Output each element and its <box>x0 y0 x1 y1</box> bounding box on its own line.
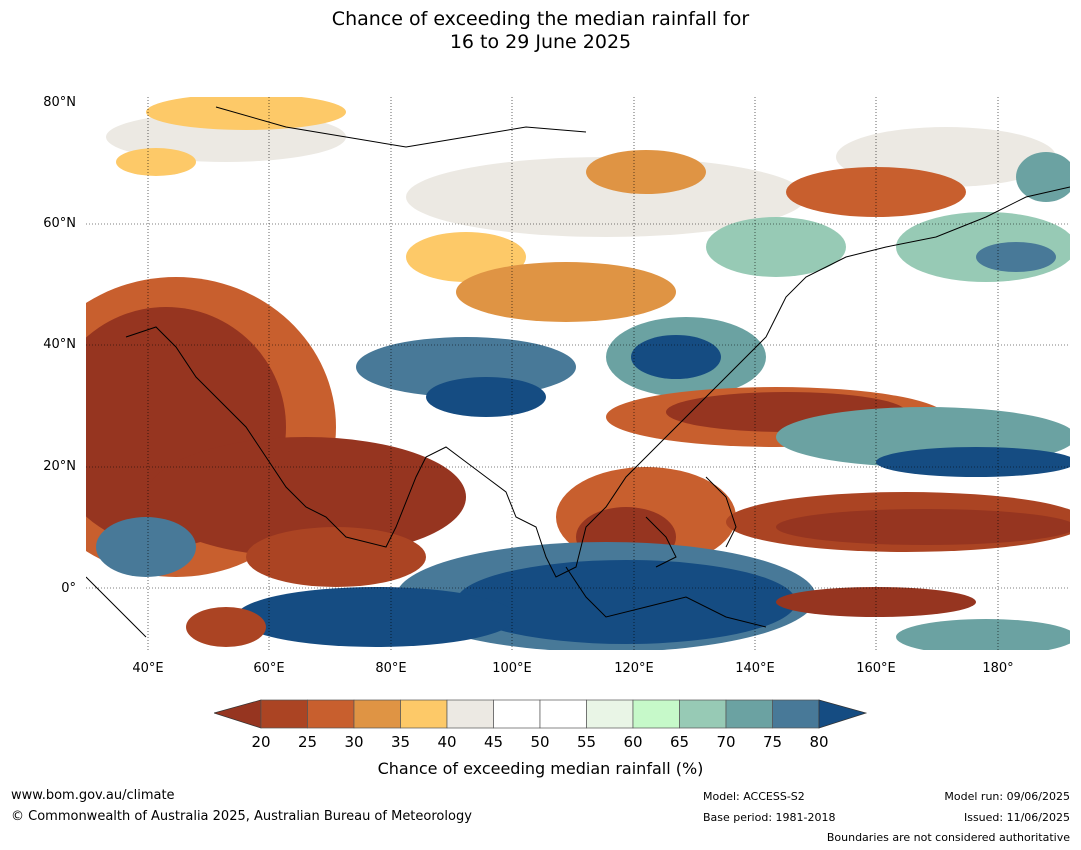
title-line-1: Chance of exceeding the median rainfall … <box>331 8 750 30</box>
colorbar-tick-label: 25 <box>297 733 318 751</box>
colorbar-tick-label: 65 <box>669 733 690 751</box>
colorbar <box>214 699 868 729</box>
colorbar-over-arrow <box>818 699 868 729</box>
colorbar-label: Chance of exceeding median rainfall (%) <box>377 759 704 778</box>
footer-disclaimer: Boundaries are not considered authoritat… <box>826 831 1070 844</box>
lon-label-140e: 140°E <box>735 661 775 676</box>
footer-base-period: Base period: 1981-2018 <box>703 811 836 824</box>
colorbar-tick-label: 55 <box>576 733 597 751</box>
lat-label-equator: 0° <box>61 581 76 596</box>
lat-label-40n: 40°N <box>43 337 76 352</box>
colorbar-tick-label: 35 <box>390 733 411 751</box>
footer-url: www.bom.gov.au/climate <box>11 788 175 803</box>
footer-issued: Issued: 11/06/2025 <box>963 811 1070 824</box>
rainfall-map-svg <box>86 97 1070 650</box>
lat-label-60n: 60°N <box>43 216 76 231</box>
colorbar-tick-label: 70 <box>716 733 736 751</box>
title-line-2: 16 to 29 June 2025 <box>449 31 632 53</box>
lon-label-160e: 160°E <box>856 661 896 676</box>
lon-label-100e: 100°E <box>492 661 532 676</box>
colorbar-segment <box>679 699 727 729</box>
lon-label-120e: 120°E <box>614 661 654 676</box>
lon-label-40e: 40°E <box>132 661 164 676</box>
colorbar-tick-label: 60 <box>623 733 643 751</box>
colorbar-tick-label: 45 <box>483 733 504 751</box>
lon-label-80e: 80°E <box>375 661 407 676</box>
colorbar-under-arrow <box>214 699 262 729</box>
lon-label-180: 180° <box>982 661 1014 676</box>
map-title: Chance of exceeding the median rainfall … <box>0 8 1081 54</box>
rainfall-map <box>86 97 1070 650</box>
footer-copyright: © Commonwealth of Australia 2025, Austra… <box>11 809 472 824</box>
colorbar-segment <box>586 699 634 729</box>
footer-model-run: Model run: 09/06/2025 <box>944 790 1070 803</box>
lat-label-20n: 20°N <box>43 459 76 474</box>
colorbar-segment <box>725 699 773 729</box>
colorbar-tick-label: 80 <box>809 733 829 751</box>
colorbar-segment <box>307 699 355 729</box>
footer-model: Model: ACCESS-S2 <box>703 790 805 803</box>
colorbar-segment <box>493 699 541 729</box>
colorbar-segment <box>446 699 494 729</box>
colorbar-segment <box>772 699 820 729</box>
colorbar-segment <box>632 699 680 729</box>
colorbar-segment <box>353 699 401 729</box>
colorbar-tick-label: 40 <box>437 733 457 751</box>
lon-label-60e: 60°E <box>253 661 285 676</box>
colorbar-tick-label: 30 <box>344 733 364 751</box>
colorbar-segment <box>260 699 308 729</box>
colorbar-tick-label: 20 <box>251 733 271 751</box>
colorbar-segment <box>400 699 448 729</box>
colorbar-tick-label: 50 <box>530 733 550 751</box>
colorbar-tick-label: 75 <box>762 733 783 751</box>
colorbar-segment <box>539 699 587 729</box>
lat-label-80n: 80°N <box>43 95 76 110</box>
